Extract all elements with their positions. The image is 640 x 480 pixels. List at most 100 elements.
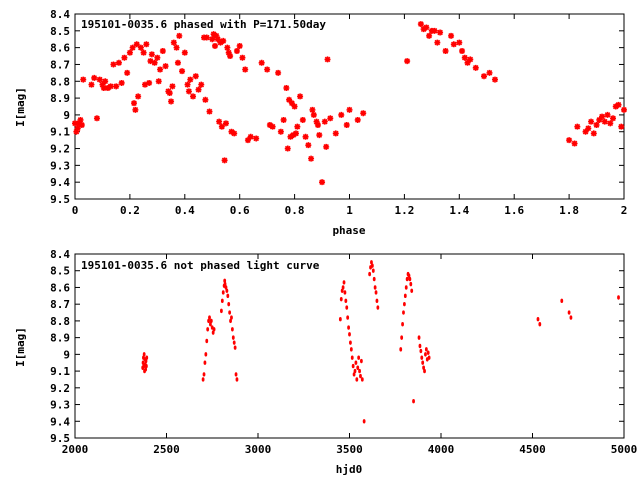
unphased-data-point — [417, 335, 421, 340]
phased-data-point — [461, 54, 468, 61]
unphased-data-point — [203, 360, 207, 365]
phased-data-point — [148, 51, 155, 58]
phased-data-point — [354, 116, 361, 123]
phased-data-point — [203, 34, 210, 41]
phased-data-point — [168, 98, 175, 105]
unphased-data-point — [375, 298, 379, 304]
unphased-data-point — [345, 305, 349, 310]
unphased-data-point — [145, 355, 149, 360]
phased-data-point — [442, 48, 449, 54]
unphased-data-point — [204, 352, 208, 357]
phased-data-point — [599, 113, 606, 120]
phased-data-point — [459, 48, 466, 54]
phased-data-point — [181, 49, 188, 56]
unphased-ytick-label: 8.4 — [50, 248, 70, 261]
unphased-data-point — [359, 358, 363, 364]
phased-data-point — [582, 128, 589, 135]
phased-data-point — [236, 42, 243, 49]
unphased-data-point — [224, 285, 228, 290]
unphased-data-point — [141, 360, 145, 365]
phased-data-point — [426, 32, 433, 39]
unphased-data-point — [567, 310, 571, 315]
unphased-xtick-label: 2000 — [62, 443, 89, 456]
unphased-data-point — [206, 327, 210, 332]
unphased-data-point — [407, 273, 411, 278]
phased-xtick-label: 0.4 — [175, 204, 195, 217]
unphased-data-point — [412, 399, 415, 404]
unphased-ytick-label: 9 — [63, 348, 70, 361]
phased-data-point — [141, 81, 148, 88]
phased-data-point — [280, 116, 287, 123]
phased-data-point — [93, 115, 100, 122]
phased-data-point — [283, 85, 290, 91]
phased-data-point — [244, 137, 251, 144]
phased-data-point — [157, 66, 164, 73]
unphased-ytick-label: 8.9 — [50, 332, 70, 345]
unphased-data-point — [538, 322, 542, 327]
unphased-data-point — [404, 285, 408, 290]
phased-data-point — [140, 49, 147, 56]
phased-data-point — [621, 106, 627, 113]
phased-data-point — [195, 86, 202, 93]
unphased-data-point — [405, 276, 409, 282]
phased-data-point — [174, 59, 181, 66]
unphased-data-point — [420, 355, 424, 360]
phased-data-point — [467, 56, 474, 63]
unphased-data-point — [360, 377, 364, 382]
unphased-data-point — [351, 363, 355, 369]
unphased-data-point — [410, 288, 414, 293]
phased-data-point — [618, 123, 625, 130]
phased-data-point — [297, 93, 304, 100]
unphased-data-point — [355, 377, 359, 382]
phased-data-point — [284, 145, 291, 152]
phased-data-point — [220, 37, 227, 44]
unphased-xtick-label: 4500 — [519, 443, 546, 456]
unphased-xtick-label: 2500 — [153, 443, 180, 456]
phased-xtick-label: 0 — [72, 204, 79, 217]
unphased-data-point — [230, 315, 233, 320]
unphased-data-point — [205, 338, 209, 344]
phased-data-point — [346, 106, 353, 113]
phased-data-point — [302, 133, 309, 140]
phased-xaxis-title: phase — [332, 224, 365, 237]
phased-data-point — [571, 140, 578, 147]
phased-plot-frame — [74, 13, 625, 200]
unphased-ytick-label: 9.2 — [50, 382, 70, 395]
phased-ytick-label: 9.4 — [50, 176, 70, 189]
unphased-plot-title: 195101-0035.6 not phased light curve — [81, 259, 320, 272]
unphased-data-point — [358, 368, 361, 374]
phased-data-point — [131, 100, 138, 107]
unphased-ytick-label: 8.7 — [50, 298, 70, 311]
unphased-data-point — [230, 327, 234, 332]
unphased-data-point — [426, 350, 430, 355]
phased-data-point — [166, 90, 173, 97]
phased-data-point — [133, 41, 140, 48]
unphased-data-point — [427, 355, 431, 360]
phased-data-point — [472, 64, 479, 71]
phased-data-point — [275, 69, 282, 76]
unphased-xtick-label: 4000 — [428, 443, 455, 456]
phased-data-point — [610, 115, 617, 122]
unphased-data-point — [207, 318, 210, 324]
phased-data-point — [338, 111, 345, 118]
phased-data-point — [218, 123, 225, 130]
unphased-data-point — [401, 322, 404, 327]
phased-data-point — [292, 130, 299, 137]
phased-data-point — [310, 111, 317, 118]
unphased-yaxis-title: I[mag] — [14, 327, 27, 367]
unphased-data-point — [536, 317, 540, 322]
phased-data-point — [314, 122, 321, 128]
unphased-xtick-label: 5000 — [611, 443, 638, 456]
unphased-xtick-label: 3500 — [336, 443, 363, 456]
unphased-data-point — [340, 288, 344, 293]
phased-ytick-label: 9 — [63, 109, 70, 122]
unphased-data-point — [144, 358, 148, 364]
phased-data-point — [423, 24, 430, 31]
phased-data-point — [216, 118, 223, 125]
unphased-ytick-label: 9.4 — [50, 415, 70, 428]
phased-data-point — [221, 157, 228, 164]
phased-data-point — [214, 36, 221, 43]
phased-data-point — [305, 142, 312, 149]
phased-data-point — [437, 29, 444, 36]
unphased-data-point — [226, 293, 230, 299]
